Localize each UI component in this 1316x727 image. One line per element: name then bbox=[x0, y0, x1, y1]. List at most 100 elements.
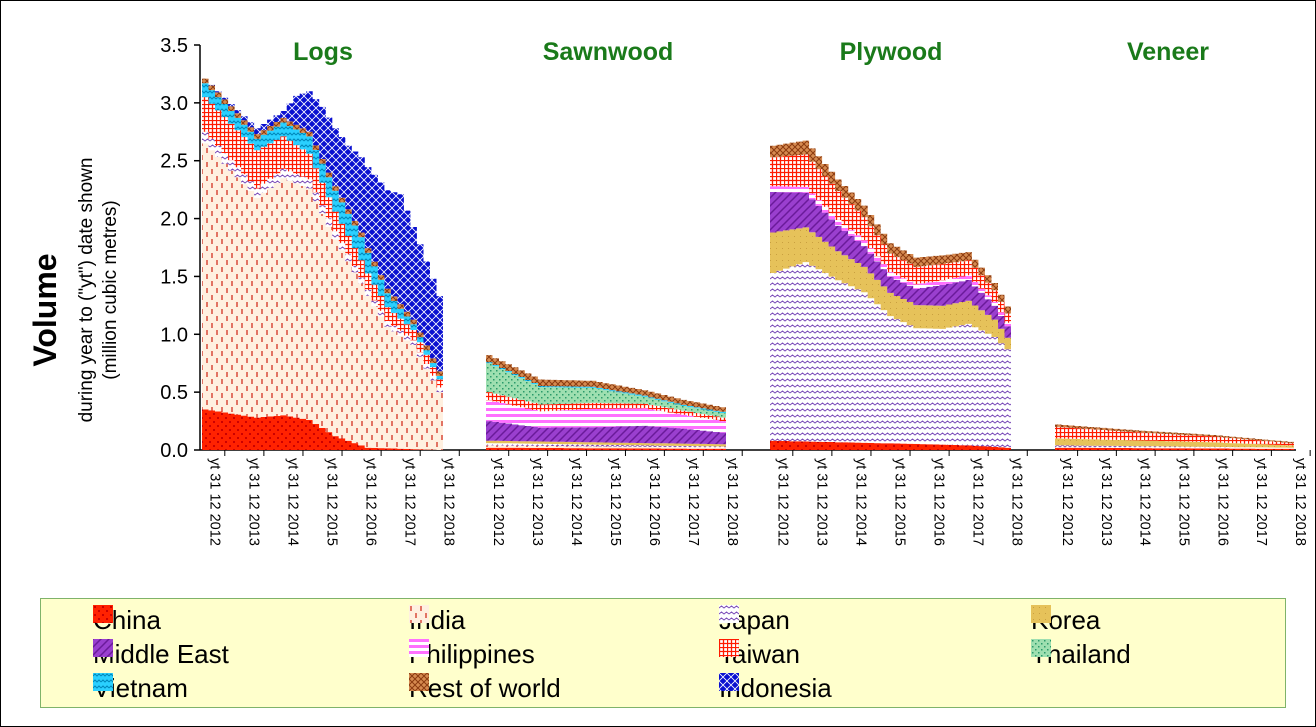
y-tick-label: 2.5 bbox=[160, 151, 188, 173]
x-ticks: yt 31 12 2012 yt 31 12 2013 yt 31 12 2014 y… bbox=[206, 450, 1311, 546]
y-tick-label: 1.0 bbox=[160, 324, 188, 346]
area-logs-taiwan bbox=[202, 97, 443, 388]
x-tick-label: yt 31 12 2016 bbox=[646, 458, 662, 546]
area-veneer-china bbox=[1055, 447, 1294, 450]
legend-swatch-philippines bbox=[409, 639, 429, 657]
panel-title-logs: Logs bbox=[293, 38, 353, 66]
y-tick-label: 0.5 bbox=[160, 382, 188, 404]
y-tick-label: 0.0 bbox=[160, 440, 188, 462]
x-tick-label: yt 31 12 2018 bbox=[1292, 458, 1308, 546]
x-tick-label: yt 31 12 2013 bbox=[813, 458, 829, 546]
legend-swatch-indonesia bbox=[719, 673, 739, 691]
area-veneer-korea bbox=[1055, 438, 1294, 448]
legend-label: Philippines bbox=[409, 638, 535, 669]
x-tick-label: yt 31 12 2017 bbox=[1253, 458, 1269, 546]
panel-title-sawnwood: Sawnwood bbox=[543, 38, 674, 66]
area-veneer-rest-of-world bbox=[1055, 424, 1294, 444]
x-tick-label: yt 31 12 2017 bbox=[970, 458, 986, 546]
area-plywood-japan bbox=[770, 262, 1011, 448]
y-tick-label: 1.5 bbox=[160, 266, 188, 288]
area-logs-japan bbox=[202, 131, 443, 393]
legend-item-rest-of-world: Rest of world bbox=[409, 673, 561, 703]
panel-title-veneer: Veneer bbox=[1127, 38, 1209, 66]
legend-swatch-rest-of-world bbox=[409, 673, 429, 691]
x-tick-label: yt 31 12 2014 bbox=[852, 458, 868, 546]
legend-item-taiwan: Taiwan bbox=[719, 639, 800, 669]
x-tick-label: yt 31 12 2013 bbox=[529, 458, 545, 546]
x-tick-label: yt 31 12 2012 bbox=[774, 458, 790, 546]
panel-title-plywood: Plywood bbox=[840, 38, 943, 66]
legend-item-thailand: Thailand bbox=[1031, 639, 1131, 669]
x-tick-label: yt 31 12 2017 bbox=[685, 458, 701, 546]
x-tick-label: yt 31 12 2016 bbox=[931, 458, 947, 546]
y-axis-sublabel-line1: during year to ("yt") date shown bbox=[76, 158, 97, 423]
y-tick-label: 3.0 bbox=[160, 93, 188, 115]
legend-swatch-korea bbox=[1031, 605, 1051, 623]
y-ticks: 0.0 0.5 1.0 1.5 2.0 2.5 3.0 3.5 bbox=[160, 35, 200, 462]
legend-item-japan: Japan bbox=[719, 605, 790, 635]
legend-swatch-india bbox=[409, 605, 429, 623]
area-plywood-middle-east bbox=[770, 192, 1011, 338]
legend-label: Middle East bbox=[93, 638, 229, 669]
area-logs-china bbox=[202, 409, 443, 450]
x-tick-label: yt 31 12 2013 bbox=[1098, 458, 1114, 546]
legend-item-india: India bbox=[409, 605, 465, 635]
area-sawnwood-india bbox=[486, 445, 726, 449]
legend-item-indonesia: Indonesia bbox=[719, 673, 832, 703]
x-tick-label: yt 31 12 2015 bbox=[892, 458, 908, 546]
area-sawnwood-taiwan bbox=[486, 392, 726, 422]
y-axis-label: Volume bbox=[27, 253, 63, 366]
x-tick-label: yt 31 12 2014 bbox=[1137, 458, 1153, 546]
x-tick-label: yt 31 12 2012 bbox=[206, 458, 222, 546]
area-plywood-china bbox=[770, 440, 1011, 450]
panel-titles: Logs Sawnwood Plywood Veneer bbox=[293, 38, 1209, 66]
x-tick-label: yt 31 12 2018 bbox=[1009, 458, 1025, 546]
x-tick-label: yt 31 12 2015 bbox=[1176, 458, 1192, 546]
area-sawnwood-vietnam bbox=[486, 362, 726, 413]
area-sawnwood-korea bbox=[486, 440, 726, 447]
y-tick-label: 3.5 bbox=[160, 35, 188, 57]
x-tick-label: yt 31 12 2015 bbox=[324, 458, 340, 546]
y-axis-sublabel-line2: (million cubic metres) bbox=[100, 200, 121, 379]
area-sawnwood-rest-of-world bbox=[486, 355, 726, 412]
x-tick-label: yt 31 12 2016 bbox=[1214, 458, 1230, 546]
legend-label: Rest of world bbox=[409, 672, 561, 703]
x-tick-label: yt 31 12 2012 bbox=[1059, 458, 1075, 546]
legend: China India Japan Korea Middle East Philippin… bbox=[40, 598, 1286, 708]
area-sawnwood-japan bbox=[486, 443, 726, 448]
stacked-area-chart: Volume during year to ("yt") date shown … bbox=[27, 35, 1311, 546]
legend-item-philippines: Philippines bbox=[409, 639, 535, 669]
x-tick-label: yt 31 12 2018 bbox=[724, 458, 740, 546]
legend-swatch-thailand bbox=[1031, 639, 1051, 657]
area-logs-vietnam bbox=[202, 83, 443, 380]
legend-swatch-japan bbox=[719, 605, 739, 623]
area-sawnwood-thailand bbox=[486, 363, 726, 418]
legend-swatch-vietnam bbox=[93, 673, 113, 691]
legend-swatch-middle-east bbox=[93, 639, 113, 657]
x-tick-label: yt 31 12 2018 bbox=[441, 458, 457, 546]
legend-item-vietnam: Vietnam bbox=[93, 673, 188, 703]
area-sawnwood-china bbox=[486, 447, 726, 450]
legend-item-korea: Korea bbox=[1031, 605, 1100, 635]
x-tick-label: yt 31 12 2013 bbox=[245, 458, 261, 546]
x-tick-label: yt 31 12 2012 bbox=[490, 458, 506, 546]
area-veneer-taiwan bbox=[1055, 426, 1294, 446]
area-layers bbox=[202, 78, 1294, 450]
y-tick-label: 2.0 bbox=[160, 209, 188, 231]
area-veneer-japan bbox=[1055, 445, 1294, 449]
legend-item-china: China bbox=[93, 605, 161, 635]
x-tick-label: yt 31 12 2014 bbox=[568, 458, 584, 546]
x-tick-label: yt 31 12 2015 bbox=[607, 458, 623, 546]
area-sawnwood-middle-east bbox=[486, 421, 726, 445]
x-tick-label: yt 31 12 2014 bbox=[284, 458, 300, 546]
legend-item-middle-east: Middle East bbox=[93, 639, 229, 669]
area-plywood-taiwan bbox=[770, 154, 1011, 323]
legend-swatch-taiwan bbox=[719, 639, 739, 657]
area-logs-india bbox=[202, 143, 443, 450]
area-plywood-korea bbox=[770, 227, 1011, 350]
area-logs-indonesia bbox=[202, 78, 443, 372]
x-tick-label: yt 31 12 2016 bbox=[363, 458, 379, 546]
area-sawnwood-philippines bbox=[486, 400, 726, 433]
legend-swatch-china bbox=[93, 605, 113, 623]
x-tick-label: yt 31 12 2017 bbox=[402, 458, 418, 546]
